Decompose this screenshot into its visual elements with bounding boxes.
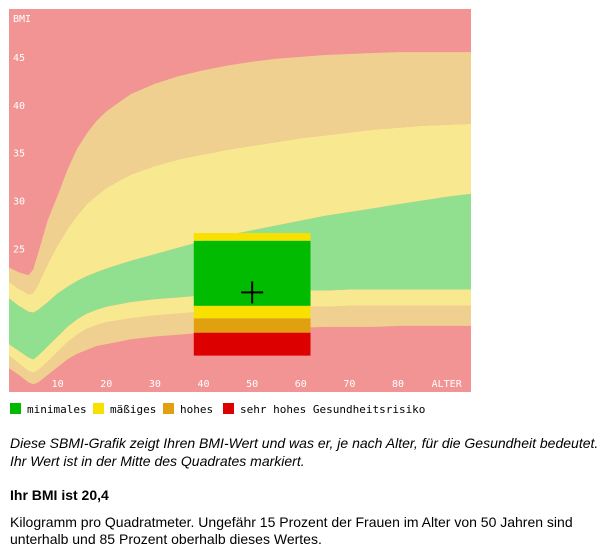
risk-band-maessig_oben (9, 123, 471, 313)
legend-swatch (93, 403, 104, 414)
legend-label: minimales (27, 403, 87, 416)
x-tick-label: 40 (198, 379, 210, 390)
legend-swatch (223, 403, 234, 414)
result-explanation: Kilogramm pro Quadratmeter. Ungefähr 15 … (10, 514, 573, 547)
chart-caption: Diese SBMI-Grafik zeigt Ihren BMI-Wert u… (10, 435, 599, 469)
legend-swatch (10, 403, 21, 414)
y-tick-label: 25 (13, 244, 25, 255)
marker-box-segment (193, 305, 311, 319)
bmi-result: Ihr BMI ist 20,4 (10, 487, 109, 503)
legend-label: sehr hohes Gesundheitsrisiko (240, 403, 426, 416)
x-tick-label: 80 (392, 379, 404, 390)
legend-item-moderate: mäßiges (93, 403, 156, 416)
bmi-age-chart: 25 30 35 40 45 10 20 30 40 50 60 70 80 BMI ALTER (9, 9, 471, 392)
legend-item-very-high: sehr hohes Gesundheitsrisiko (223, 403, 425, 416)
bmi-marker-cross (241, 281, 264, 304)
x-tick-label: 20 (100, 379, 112, 390)
x-tick-label: 70 (343, 379, 355, 390)
marker-box-segment (193, 233, 311, 241)
x-tick-label: 50 (246, 379, 258, 390)
y-axis-ticks: 25 30 35 40 45 (13, 53, 25, 256)
y-axis-label: BMI (13, 14, 31, 25)
risk-band-hoch_oben (9, 52, 471, 295)
legend-label: mäßiges (110, 403, 157, 416)
y-tick-label: 45 (13, 53, 25, 64)
risk-band-hoch_unten (9, 305, 471, 385)
y-tick-label: 40 (13, 101, 25, 112)
legend-label: hohes (180, 403, 214, 416)
marker-box-segment (193, 332, 311, 356)
legend-item-high: hohes (163, 403, 213, 416)
x-tick-label: 60 (295, 379, 307, 390)
x-tick-label: 10 (52, 379, 64, 390)
x-tick-label: 30 (149, 379, 161, 390)
y-tick-label: 35 (13, 149, 25, 160)
legend-item-minimal: minimales (10, 403, 87, 416)
marker-box-segment (193, 318, 311, 333)
x-axis-ticks: 10 20 30 40 50 60 70 80 (52, 379, 404, 390)
x-axis-label: ALTER (432, 379, 463, 390)
y-tick-label: 30 (13, 197, 25, 208)
legend-swatch (163, 403, 174, 414)
risk-band-maessig_unten (9, 289, 471, 373)
